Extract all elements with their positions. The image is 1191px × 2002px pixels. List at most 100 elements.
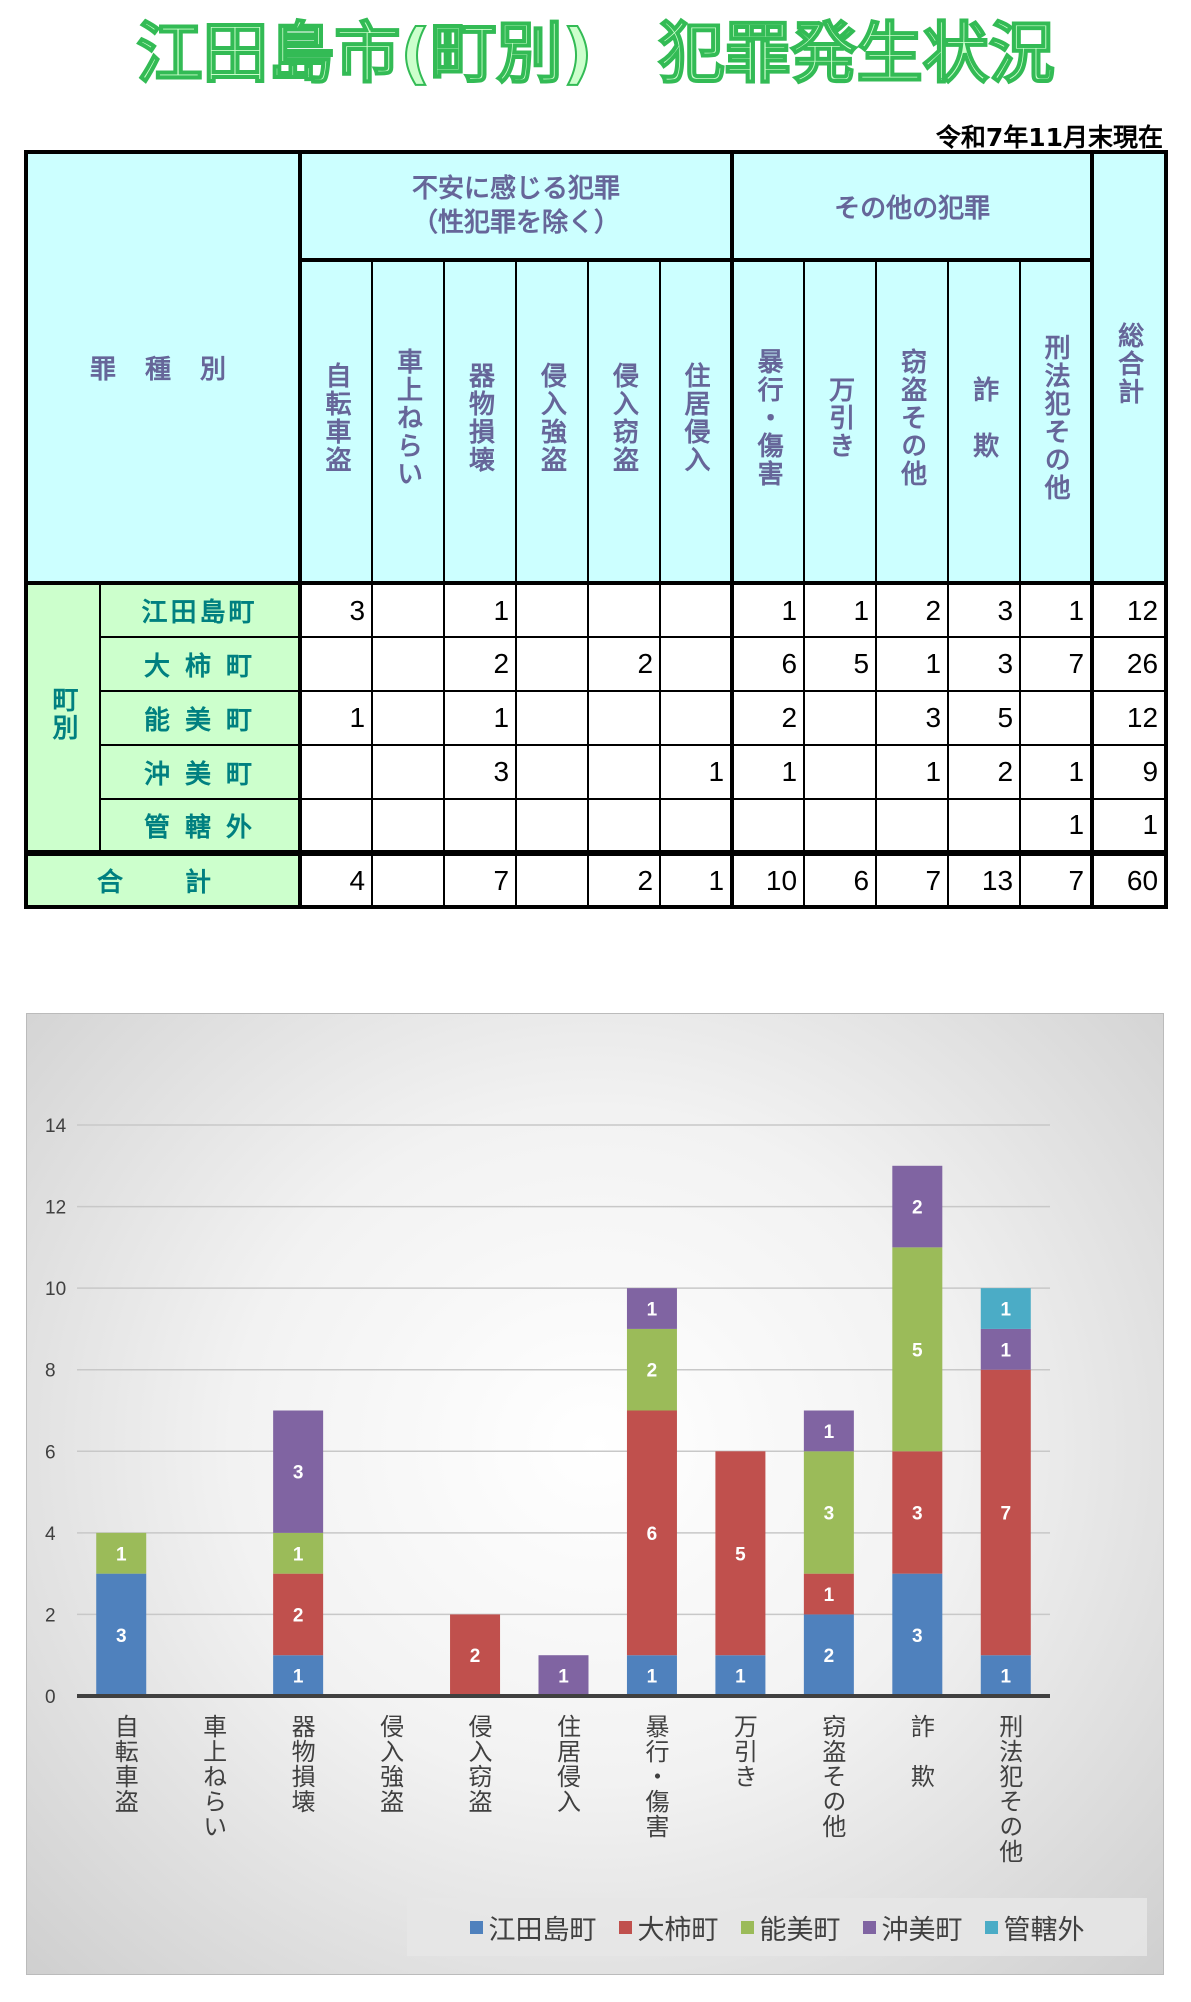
bar-segment [273,1655,324,1696]
data-label: 1 [735,1667,746,1688]
header-grand-total-text: 総合計 [1113,322,1144,406]
bar-segment [96,1532,147,1574]
column-header: 車上ねらい [371,259,446,584]
total-row-label: 合 計 [24,850,303,908]
column-header: 住居侵入 [659,259,734,584]
row-group-header-text: 町別 [48,686,78,742]
page-title: 江田島市(町別) 犯罪発生状況 [135,14,1055,93]
total-cell-value: 4 [299,850,374,908]
bar-segment [803,1451,854,1574]
data-label: 2 [470,1646,481,1667]
cell-value [659,636,734,692]
table-row: 町別 江田島町 3 1 1 1 2 3 1 12 [25,581,1168,854]
bar-segment [538,1655,589,1696]
column-header-text: 万引き [824,376,855,460]
cell-value: 1 [1019,798,1094,854]
total-cell-value [515,850,590,908]
bar-segment [715,1655,766,1696]
column-header-text: 詐 欺 [968,376,999,460]
data-label: 1 [293,1544,304,1565]
cell-value: 1 [1019,581,1094,638]
cell-value: 7 [1019,636,1094,692]
cell-value [730,798,806,854]
cell-value: 1 [875,636,950,692]
column-header: 器物損壊 [443,259,518,584]
row-total: 9 [1090,744,1168,800]
y-tick-label: 2 [45,1605,56,1626]
cell-value [371,581,446,638]
data-label: 1 [558,1667,569,1688]
data-label: 7 [1000,1503,1011,1524]
y-tick-label: 10 [45,1279,66,1300]
legend-item: 江田島町 [469,1908,597,1947]
row-label: 江田島町 [98,581,303,638]
bar-segment [980,1655,1031,1696]
x-tick-label: 詐 欺 [906,1714,935,1789]
bar-segment [273,1410,324,1533]
column-header-text: 自転車盗 [321,362,352,474]
cell-value [587,798,662,854]
group-header-anxiety: 不安に感じる犯罪 （性犯罪を除く） [299,151,734,262]
cell-value [803,744,878,800]
cell-value: 1 [730,744,806,800]
cell-value [587,690,662,746]
cell-value [515,744,590,800]
legend-label: 管轄外 [1003,1914,1085,1946]
bar-segment [273,1573,324,1656]
cell-value: 1 [730,581,806,638]
table-row: 大 柿 町 2 2 6 5 1 3 7 26 [26,636,1168,692]
cell-value: 1 [443,690,518,746]
x-tick-label: 侵入強盗 [375,1714,404,1814]
legend-swatch [740,1920,754,1934]
column-header: 侵入強盗 [515,259,590,584]
cell-value: 3 [443,744,518,800]
cell-value [947,798,1022,854]
data-label: 1 [116,1544,127,1565]
cell-value [515,690,590,746]
bar-segment [273,1532,324,1574]
bar-segment [626,1655,677,1696]
cell-value: 3 [299,581,374,638]
legend-item: 沖美町 [862,1908,963,1947]
cell-value: 2 [875,581,950,638]
cell-value [1019,690,1094,746]
data-label: 1 [1000,1300,1011,1321]
column-header-text: 窃盗その他 [896,348,927,488]
legend-label: 江田島町 [488,1914,597,1946]
total-cell-value: 10 [730,850,806,908]
cell-value: 1 [659,744,734,800]
bar-segment [96,1573,147,1696]
data-label: 2 [647,1361,658,1382]
data-label: 1 [1000,1340,1011,1361]
cell-value: 1 [803,581,878,638]
data-label: 6 [647,1524,658,1545]
data-label: 2 [912,1198,923,1219]
cell-value [587,581,662,638]
bar-segment [980,1328,1031,1370]
row-label: 沖 美 町 [98,744,303,800]
column-header: 侵入窃盗 [587,259,662,584]
cell-value: 3 [947,581,1022,638]
cell-value: 2 [947,744,1022,800]
total-cell-value: 7 [443,850,518,908]
column-header: 暴行・傷害 [730,259,806,584]
chart-legend: 江田島町 大柿町 能美町 沖美町 管轄外 [407,1898,1147,1956]
cell-value [371,690,446,746]
data-label: 1 [293,1667,304,1688]
bar-segment [626,1328,677,1411]
grand-total: 60 [1090,850,1168,908]
column-header: 詐 欺 [947,259,1022,584]
cell-value [515,636,590,692]
cell-value [803,798,878,854]
cell-value [659,798,734,854]
total-row: 合 計 4 7 2 1 10 6 7 13 7 60 [24,850,1168,908]
x-tick-label: 万引き [729,1714,758,1789]
data-label: 3 [116,1626,127,1647]
cell-value [659,581,734,638]
bar-segment [803,1410,854,1452]
cell-value [371,798,446,854]
y-tick-label: 6 [45,1442,56,1463]
